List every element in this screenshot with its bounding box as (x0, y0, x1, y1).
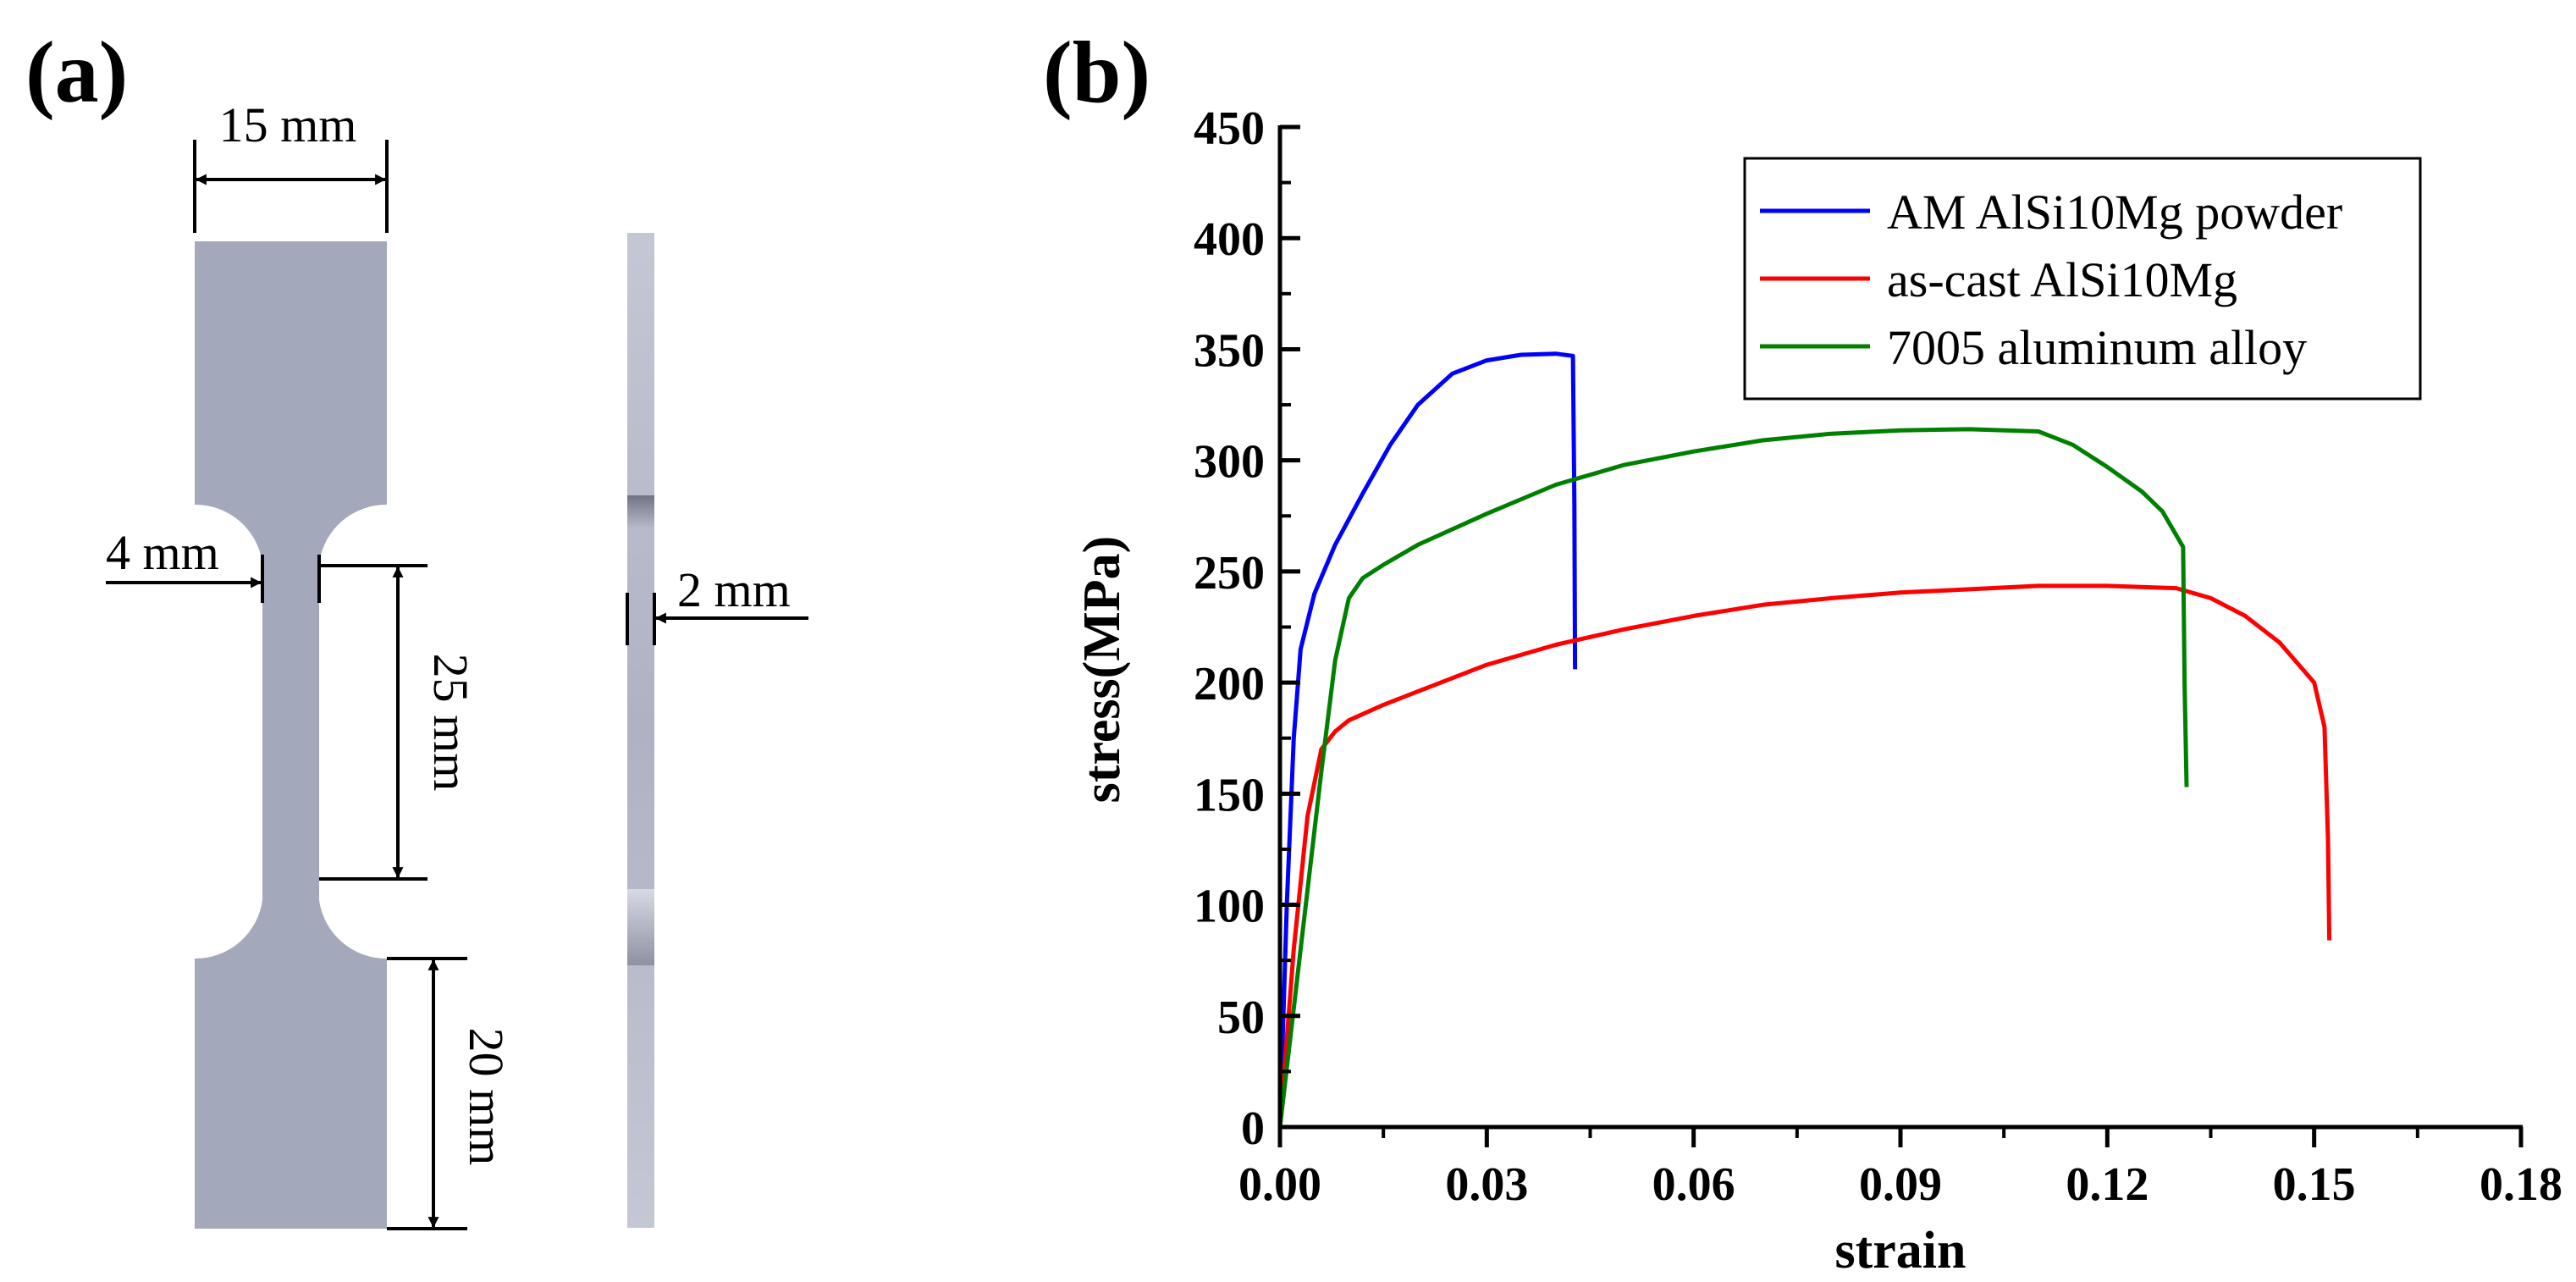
specimen-side-view (627, 233, 654, 1228)
dimension-gauge-width (106, 555, 427, 603)
series-layer (1277, 351, 2332, 1128)
y-tick-label: 100 (1194, 881, 1265, 933)
y-tick-label: 400 (1194, 213, 1265, 266)
x-axis-label: strain (1835, 1222, 1966, 1279)
legend-entry-label: 7005 aluminum alloy (1887, 320, 2307, 375)
series-line-2 (1277, 427, 2189, 1128)
y-axis-label: stress(MPa) (1073, 536, 1131, 804)
legend-entry-label: as-cast AlSi10Mg (1887, 252, 2237, 307)
y-tick-label: 200 (1194, 658, 1265, 710)
tick-labels: 0 50 100 150 200 250 300 350 400 450 0.00 0.03 0.06 0… (1194, 102, 2562, 1211)
x-tick-label: 0.12 (2066, 1158, 2149, 1211)
legend-entry-label: AM AlSi10Mg powder (1887, 185, 2342, 240)
x-tick-label: 0.09 (1859, 1158, 1942, 1211)
y-tick-label: 250 (1194, 547, 1265, 600)
x-tick-label: 0.03 (1445, 1158, 1528, 1211)
axes (1277, 124, 2524, 1147)
y-tick-label: 0 (1241, 1102, 1265, 1155)
panel-b-label: (b) (1043, 24, 1150, 121)
x-tick-label: 0.06 (1652, 1158, 1735, 1211)
stress-strain-chart: 0 50 100 150 200 250 300 350 400 450 0.00 0.03 0.06 0… (1073, 102, 2562, 1279)
y-tick-label: 450 (1194, 102, 1265, 155)
dimension-grip-length (387, 957, 467, 1230)
dimension-gauge-length (319, 566, 427, 881)
dimension-grip-width-label: 15 mm (219, 97, 357, 152)
y-tick-label: 300 (1194, 436, 1265, 489)
dimension-thickness-label: 2 mm (677, 562, 791, 617)
x-tick-label: 0.18 (2479, 1158, 2562, 1211)
dimension-grip-width (193, 140, 389, 233)
x-tick-label: 0.00 (1238, 1158, 1321, 1211)
y-tick-label: 150 (1194, 769, 1265, 821)
y-tick-label: 350 (1194, 324, 1265, 377)
specimen-front-view (195, 241, 387, 1229)
series-line-0 (1277, 351, 1578, 1128)
y-tick-label: 50 (1217, 992, 1265, 1044)
panel-a: (a) 15 mm 4 mm 25 mm (25, 24, 808, 1230)
legend: AM AlSi10Mg powder as-cast AlSi10Mg 7005 a… (1743, 157, 2422, 401)
dimension-thickness (626, 593, 808, 645)
dimension-gauge-length-label: 25 mm (423, 654, 478, 792)
dimension-grip-length-label: 20 mm (459, 1028, 514, 1166)
panel-a-label: (a) (25, 24, 128, 121)
dimension-gauge-width-label: 4 mm (106, 525, 219, 580)
x-tick-label: 0.15 (2273, 1158, 2356, 1211)
series-line-1 (1277, 583, 2332, 1128)
